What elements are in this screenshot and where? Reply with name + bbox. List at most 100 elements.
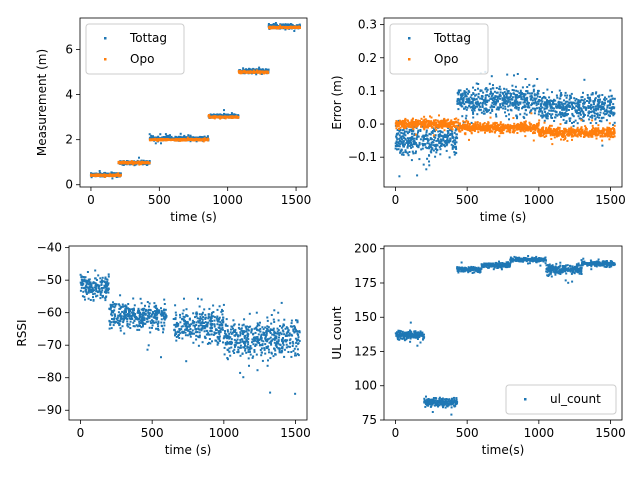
data-point xyxy=(612,103,615,106)
data-point xyxy=(401,138,404,141)
data-point xyxy=(410,138,413,141)
data-point xyxy=(532,131,535,134)
data-point xyxy=(491,110,494,112)
data-point xyxy=(572,125,575,128)
data-point xyxy=(575,98,578,100)
data-point xyxy=(536,95,539,98)
data-point xyxy=(542,92,545,94)
data-point xyxy=(189,134,192,137)
data-point xyxy=(409,136,412,139)
data-point xyxy=(469,106,472,109)
data-point xyxy=(563,115,566,118)
data-point xyxy=(396,148,398,151)
data-point xyxy=(502,99,505,102)
data-point xyxy=(441,131,444,134)
data-points xyxy=(394,70,616,178)
data-point xyxy=(190,136,193,139)
data-point xyxy=(555,103,558,106)
data-point xyxy=(398,121,401,124)
data-point xyxy=(559,113,562,116)
data-point xyxy=(528,92,531,95)
data-point xyxy=(561,108,564,111)
data-point xyxy=(453,141,456,144)
data-point xyxy=(399,121,402,124)
data-point xyxy=(587,96,590,99)
data-point xyxy=(130,162,132,165)
data-point xyxy=(605,97,608,100)
data-point xyxy=(465,95,467,98)
data-point xyxy=(534,129,537,132)
data-point xyxy=(590,107,592,110)
data-point xyxy=(443,133,446,136)
data-point xyxy=(515,107,518,110)
data-point xyxy=(542,115,545,118)
data-point xyxy=(561,111,564,114)
data-point xyxy=(505,102,508,105)
data-point xyxy=(563,112,566,115)
data-point xyxy=(446,136,449,139)
data-point xyxy=(601,94,604,96)
data-point xyxy=(439,148,442,151)
data-point xyxy=(284,28,287,31)
data-point xyxy=(402,140,405,143)
data-point xyxy=(208,114,211,116)
data-point xyxy=(423,118,426,121)
data-point xyxy=(434,134,437,137)
data-point xyxy=(437,133,440,136)
data-point xyxy=(454,129,457,132)
data-point xyxy=(553,120,556,122)
data-point xyxy=(572,115,575,118)
data-point xyxy=(237,116,240,119)
data-point xyxy=(505,100,508,103)
data-point xyxy=(195,136,197,139)
data-point xyxy=(581,119,584,122)
data-point xyxy=(538,106,541,109)
data-point xyxy=(431,130,434,132)
data-point xyxy=(282,24,285,27)
data-point xyxy=(557,105,560,108)
data-point xyxy=(213,115,216,118)
data-point xyxy=(602,112,605,115)
data-point xyxy=(610,106,613,109)
data-point xyxy=(486,110,489,113)
data-point xyxy=(438,146,441,149)
data-point xyxy=(259,72,262,75)
data-point xyxy=(498,87,501,90)
data-point xyxy=(186,136,189,139)
data-point xyxy=(480,111,483,114)
data-point xyxy=(453,153,456,156)
data-point xyxy=(549,103,552,106)
data-point xyxy=(590,104,593,106)
data-point xyxy=(423,120,426,123)
data-point xyxy=(463,107,466,110)
data-point xyxy=(522,125,525,128)
data-point xyxy=(569,101,572,104)
data-point xyxy=(176,136,179,139)
data-point xyxy=(494,128,497,131)
data-point xyxy=(499,123,502,126)
data-point xyxy=(437,130,440,133)
data-point xyxy=(599,98,601,101)
data-point xyxy=(464,133,467,136)
data-point xyxy=(495,98,498,101)
data-point xyxy=(462,127,465,130)
data-point xyxy=(516,73,519,75)
y-tick-label: 0 xyxy=(65,178,73,192)
data-point xyxy=(226,113,229,116)
legend-marker xyxy=(104,37,107,40)
data-point xyxy=(417,131,419,134)
data-point xyxy=(407,154,410,157)
data-point xyxy=(534,107,537,110)
data-point xyxy=(442,139,445,142)
data-point xyxy=(434,122,437,125)
data-point xyxy=(497,100,499,103)
data-point xyxy=(426,134,429,137)
data-point xyxy=(220,115,222,118)
data-point xyxy=(483,107,486,110)
data-point xyxy=(588,106,591,109)
data-point xyxy=(495,91,498,94)
data-point xyxy=(516,102,519,105)
data-point xyxy=(526,86,529,88)
data-point xyxy=(482,125,485,128)
data-point xyxy=(451,146,454,149)
